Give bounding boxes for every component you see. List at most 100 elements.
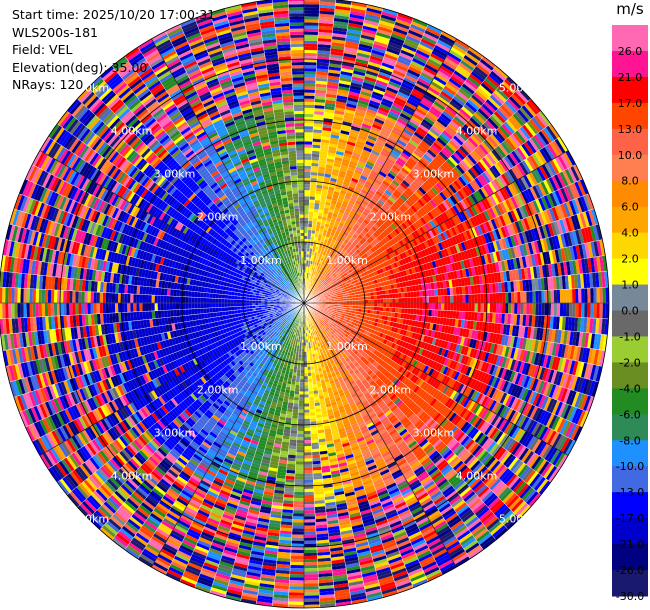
velocity-gate (434, 288, 439, 297)
velocity-gate (345, 146, 354, 153)
velocity-gate (326, 87, 338, 93)
velocity-gate (587, 303, 591, 318)
velocity-gate (399, 85, 412, 94)
velocity-gate (366, 4, 383, 12)
velocity-gate (335, 104, 346, 110)
velocity-gate (374, 299, 378, 303)
velocity-gate (335, 98, 348, 104)
velocity-gate (323, 262, 327, 267)
velocity-gate (337, 89, 350, 95)
velocity-gate (402, 107, 414, 116)
velocity-gate (313, 126, 323, 131)
velocity-gate (348, 223, 354, 229)
velocity-gate (307, 235, 312, 240)
velocity-gate (339, 219, 346, 225)
velocity-gate (505, 303, 509, 314)
velocity-gate (313, 114, 324, 118)
velocity-gate (559, 289, 564, 303)
velocity-gate (304, 25, 319, 29)
velocity-gate (378, 153, 388, 161)
velocity-gate (342, 118, 353, 124)
velocity-gate (359, 40, 374, 47)
velocity-gate (382, 145, 393, 153)
velocity-gate (492, 303, 497, 314)
velocity-gate (428, 296, 433, 303)
velocity-gate (304, 89, 316, 93)
velocity-gate (403, 104, 416, 113)
velocity-gate (431, 289, 435, 297)
velocity-gate (319, 228, 324, 233)
velocity-gate (340, 129, 350, 136)
velocity-gate (590, 303, 594, 319)
velocity-gate (394, 123, 405, 132)
velocity-gate (390, 105, 403, 113)
velocity-gate (373, 306, 378, 311)
velocity-gate (425, 61, 440, 71)
velocity-gate (471, 303, 475, 312)
velocity-gate (368, 189, 376, 196)
velocity-gate (416, 46, 432, 56)
velocity-gate (309, 282, 312, 286)
velocity-gate (304, 181, 311, 185)
velocity-gate (324, 223, 330, 228)
velocity-gate (447, 52, 462, 63)
velocity-gate (394, 63, 409, 72)
velocity-gate (565, 303, 570, 317)
velocity-gate (353, 172, 362, 178)
velocity-gate (304, 187, 311, 191)
ray-separator (303, 12, 399, 304)
velocity-gate (304, 40, 318, 45)
velocity-gate (320, 197, 327, 202)
velocity-gate (338, 83, 351, 89)
velocity-gate (307, 239, 311, 243)
velocity-gate (438, 36, 454, 47)
velocity-gate (373, 164, 382, 171)
velocity-gate (373, 40, 388, 48)
velocity-gate (439, 33, 455, 45)
velocity-gate (407, 29, 424, 39)
velocity-gates (0, 0, 609, 608)
velocity-gate (568, 288, 573, 303)
velocity-gate (312, 280, 316, 284)
velocity-gate (317, 38, 332, 43)
velocity-gate (337, 224, 343, 230)
velocity-gate (477, 293, 481, 303)
velocity-gate (306, 257, 309, 261)
velocity-gate (304, 120, 314, 124)
velocity-gate (310, 286, 314, 290)
velocity-gate (423, 32, 439, 43)
velocity-gate (329, 137, 339, 142)
velocity-gate (315, 224, 321, 229)
velocity-gate (314, 249, 319, 253)
velocity-gate (572, 288, 576, 303)
velocity-gate (314, 233, 319, 238)
velocity-gate (581, 303, 585, 318)
velocity-gate (358, 194, 365, 200)
velocity-gate (312, 245, 317, 250)
velocity-gate (393, 24, 409, 33)
velocity-gate (352, 303, 356, 306)
velocity-gate (304, 162, 312, 166)
velocity-gate (311, 251, 315, 256)
velocity-gate (366, 67, 380, 74)
velocity-gate (355, 210, 363, 217)
velocity-gate (428, 55, 443, 66)
velocity-gate (304, 248, 307, 252)
velocity-gate (532, 303, 536, 316)
velocity-gate (404, 297, 408, 303)
velocity-gate (335, 182, 343, 187)
velocity-gate (337, 173, 346, 179)
velocity-gate (379, 103, 391, 111)
velocity-gate (602, 287, 606, 303)
velocity-gate (329, 54, 344, 59)
velocity-gate (304, 272, 306, 276)
velocity-gate (350, 4, 367, 11)
velocity-gate (343, 152, 353, 158)
ray-separator (303, 1, 352, 304)
velocity-gate (356, 163, 365, 170)
velocity-gate (596, 303, 600, 319)
velocity-gate (402, 43, 417, 53)
velocity-gate (337, 195, 345, 201)
velocity-gate (458, 311, 463, 320)
velocity-gate (411, 21, 427, 30)
